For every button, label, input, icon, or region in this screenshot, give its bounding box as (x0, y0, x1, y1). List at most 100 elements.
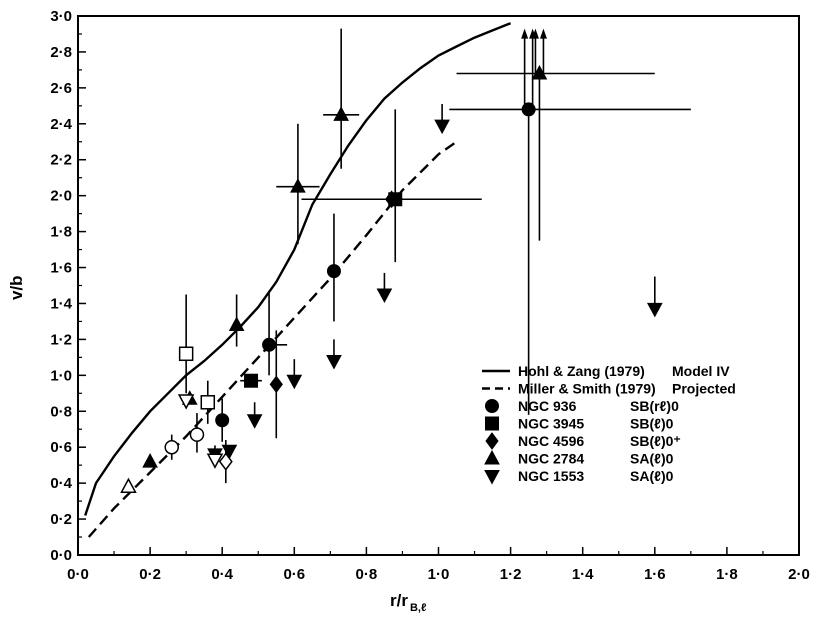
ngc-4596-point (269, 330, 283, 439)
ngc-3945-point (240, 373, 262, 388)
legend-marker-swatch (484, 470, 500, 485)
legend-marker-swatch (484, 449, 500, 465)
ngc-936-point (326, 213, 341, 322)
legend-extra: SA(ℓ)0 (630, 468, 674, 484)
ngc-1553-open-marker (206, 453, 224, 469)
legend-extra: SB(rℓ)0 (630, 398, 679, 414)
ngc-1553-point (177, 394, 195, 410)
x-tick-label: 0·4 (211, 566, 233, 583)
x-axis-label: r/r B,ℓ (390, 591, 426, 614)
ngc-1553-filled-marker (246, 414, 263, 429)
ngc-936-open-marker (189, 427, 205, 442)
legend: Hohl & Zang (1979) Model IV Miller & Smith… (482, 363, 736, 485)
legend-item: NGC 2784 SA(ℓ)0 (484, 449, 674, 467)
ngc-1553-filled-marker (376, 288, 393, 304)
x-axis-label-main: r/r (390, 591, 408, 610)
legend-item: Miller & Smith (1979) Projected (482, 381, 736, 397)
ngc-936-point (262, 290, 288, 376)
ngc-3945-open-marker (178, 346, 194, 362)
y-tick-label: 2·6 (50, 80, 72, 97)
y-tick-label: 1·8 (50, 224, 72, 241)
legend-extra: SA(ℓ)0 (630, 451, 674, 467)
legend-label: NGC 4596 (518, 433, 584, 449)
ngc-4596-filled-marker (269, 375, 283, 394)
y-tick-label: 2·2 (50, 152, 72, 169)
ngc-1553-filled-marker (434, 119, 450, 135)
x-tick-label: 0·0 (67, 566, 89, 583)
legend-item: NGC 4596 SB(ℓ)0⁺ (485, 432, 681, 450)
ngc-936-filled-marker (215, 413, 230, 428)
ngc-1553-point (246, 402, 263, 429)
ngc-2784-point (120, 477, 137, 493)
legend-item: NGC 1553 SA(ℓ)0 (484, 468, 674, 485)
ngc-2784-point (228, 294, 245, 347)
ngc-3945-filled-marker (244, 373, 259, 388)
legend-label: NGC 936 (518, 398, 577, 414)
legend-extra: SB(ℓ)0 (630, 416, 674, 432)
ngc-3945-open-marker (200, 395, 216, 410)
y-tick-label: 2·4 (50, 116, 72, 133)
hohl-zang-solid-curve (84, 22, 512, 516)
ngc-2784-filled-marker (290, 178, 306, 193)
ngc-2784-filled-marker (531, 64, 548, 80)
legend-item: NGC 936 SB(rℓ)0 (485, 398, 679, 414)
y-tick-label: 0·6 (50, 439, 72, 456)
y-tick-label: 0·0 (50, 547, 72, 564)
ngc-2784-point (456, 28, 655, 241)
legend-marker-swatch (485, 432, 499, 450)
legend-label: Miller & Smith (1979) (518, 381, 656, 397)
legend-label: NGC 3945 (518, 416, 584, 432)
y-tick-label: 1·2 (50, 331, 72, 348)
x-axis-label-sub: B,ℓ (410, 602, 426, 614)
legend-item: Hohl & Zang (1979) Model IV (482, 363, 730, 379)
ngc-2784-limit-arrowhead (539, 28, 547, 39)
ngc-1553-filled-marker (221, 444, 238, 460)
y-tick-label: 0·8 (50, 403, 72, 420)
y-tick-label: 1·6 (50, 260, 72, 277)
ngc-2784-point (323, 28, 360, 169)
legend-extra: Projected (672, 381, 736, 397)
y-tick-label: 0·4 (50, 475, 72, 492)
ngc-1553-filled-marker (646, 302, 663, 318)
ngc-936-filled-marker (262, 337, 277, 352)
ngc-2784-limit-arrowhead (531, 28, 539, 39)
ngc-4596-filled-marker (385, 190, 399, 209)
legend-marker-swatch (485, 399, 499, 413)
x-tick-label: 0·6 (283, 566, 305, 583)
ngc-936-point (449, 28, 691, 415)
ngc-936-open-marker (164, 439, 179, 455)
x-tick-label: 0·2 (139, 566, 161, 583)
ngc-2784-point (142, 453, 158, 468)
ngc-4596-point (301, 190, 482, 209)
ngc-1553-point (206, 453, 224, 469)
x-tick-label: 1·0 (428, 566, 450, 583)
legend-extra: Model IV (672, 363, 730, 379)
y-axis-label: v/b (7, 275, 26, 300)
ngc-1553-filled-marker (326, 354, 342, 370)
ngc-3945-point (178, 294, 194, 394)
ngc-2784-filled-marker (228, 316, 245, 332)
ngc-1553-filled-marker (286, 374, 303, 390)
ngc-1553-point (646, 276, 663, 318)
ngc-1553-point (326, 339, 342, 370)
plot-frame (77, 15, 800, 556)
y-tick-label: 1·4 (50, 295, 72, 312)
ngc-2784-open-marker (120, 477, 137, 493)
ngc-2784-point (276, 123, 320, 245)
x-tick-label: 1·4 (572, 566, 594, 583)
ngc-1553-point (434, 104, 450, 135)
y-tick-label: 0·2 (50, 511, 72, 528)
ngc-1553-point (286, 359, 303, 390)
x-tick-label: 2·0 (788, 566, 810, 583)
ngc-1553-point (221, 444, 238, 460)
legend-label: NGC 2784 (518, 451, 584, 467)
ngc-3945-point (200, 380, 216, 424)
ngc-2784-filled-marker (142, 453, 158, 468)
legend-marker-swatch (485, 416, 499, 431)
ngc-936-point (215, 398, 230, 442)
x-tick-label: 0·8 (356, 566, 378, 583)
y-tick-label: 3·0 (50, 8, 72, 25)
axis-ticks: 0·0 0·2 0·4 0·6 0·8 1·0 1·2 1·4 1·6 1·8 2·0 0·0 0·2 0… (50, 8, 810, 583)
legend-item: NGC 3945 SB(ℓ)0 (485, 416, 674, 432)
legend-label: NGC 1553 (518, 468, 584, 484)
